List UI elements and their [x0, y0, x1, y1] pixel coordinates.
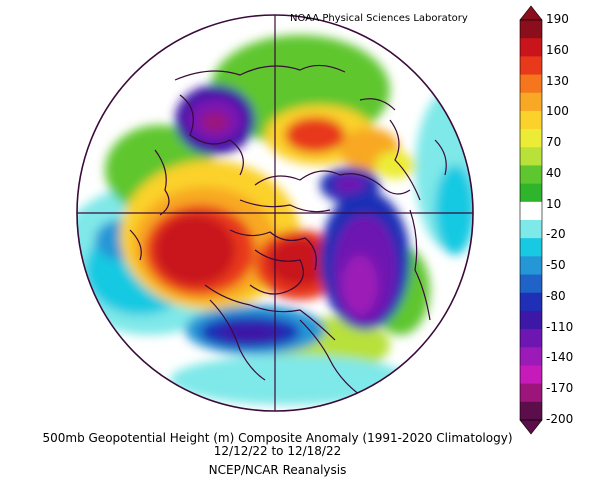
- colorbar-swatch: [520, 147, 542, 166]
- colorbar-label: -140: [546, 350, 574, 365]
- colorbar-swatch: [520, 20, 542, 39]
- colorbar-swatch: [520, 401, 542, 421]
- colorbar-label: -50: [546, 258, 566, 273]
- colorbar-swatch: [520, 310, 542, 330]
- colorbar-top-arrow: [519, 5, 543, 21]
- colorbar-frame: [519, 19, 543, 421]
- colorbar-label: 40: [546, 165, 562, 180]
- colorbar-swatch: [520, 365, 542, 385]
- colorbar-swatch: [520, 347, 542, 366]
- colorbar-swatch: [520, 38, 542, 57]
- colorbar: [519, 5, 543, 435]
- colorbar-swatch: [520, 329, 542, 348]
- colorbar-swatch: [520, 74, 542, 94]
- colorbar-swatch: [520, 274, 542, 294]
- colorbar-label: -170: [546, 381, 574, 396]
- anomaly-field: [77, 15, 473, 411]
- colorbar-label: -110: [546, 319, 574, 334]
- colorbar-label: -200: [546, 412, 574, 426]
- colorbar-label: 190: [546, 12, 569, 26]
- colorbar-label: 160: [546, 42, 569, 57]
- colorbar-label: -20: [546, 227, 566, 242]
- colorbar-label: 10: [546, 196, 562, 211]
- colorbar-label: 130: [546, 73, 569, 88]
- colorbar-swatch: [520, 165, 542, 185]
- colorbar-swatch: [520, 238, 542, 257]
- map-title: 500mb Geopotential Height (m) Composite …: [42, 431, 513, 445]
- colorbar-swatch: [520, 92, 542, 112]
- colorbar-label: -80: [546, 288, 566, 303]
- data-source: NCEP/NCAR Reanalysis: [208, 463, 347, 477]
- lab-name: NOAA Physical Sciences Laboratory: [290, 13, 468, 24]
- colorbar-swatch: [520, 201, 542, 221]
- colorbar-label: 100: [546, 104, 569, 119]
- colorbar-swatch: [520, 220, 542, 239]
- map-border: [76, 14, 474, 412]
- date-range: 12/12/22 to 12/18/22: [213, 444, 342, 458]
- colorbar-swatch: [520, 383, 542, 403]
- colorbar-swatch: [520, 129, 542, 148]
- colorbar-label: 70: [546, 135, 562, 150]
- colorbar-swatch: [520, 256, 542, 276]
- colorbar-swatch: [520, 110, 542, 130]
- colorbar-swatch: [520, 292, 542, 312]
- colorbar-swatch: [520, 56, 542, 76]
- colorbar-swatch: [520, 183, 542, 203]
